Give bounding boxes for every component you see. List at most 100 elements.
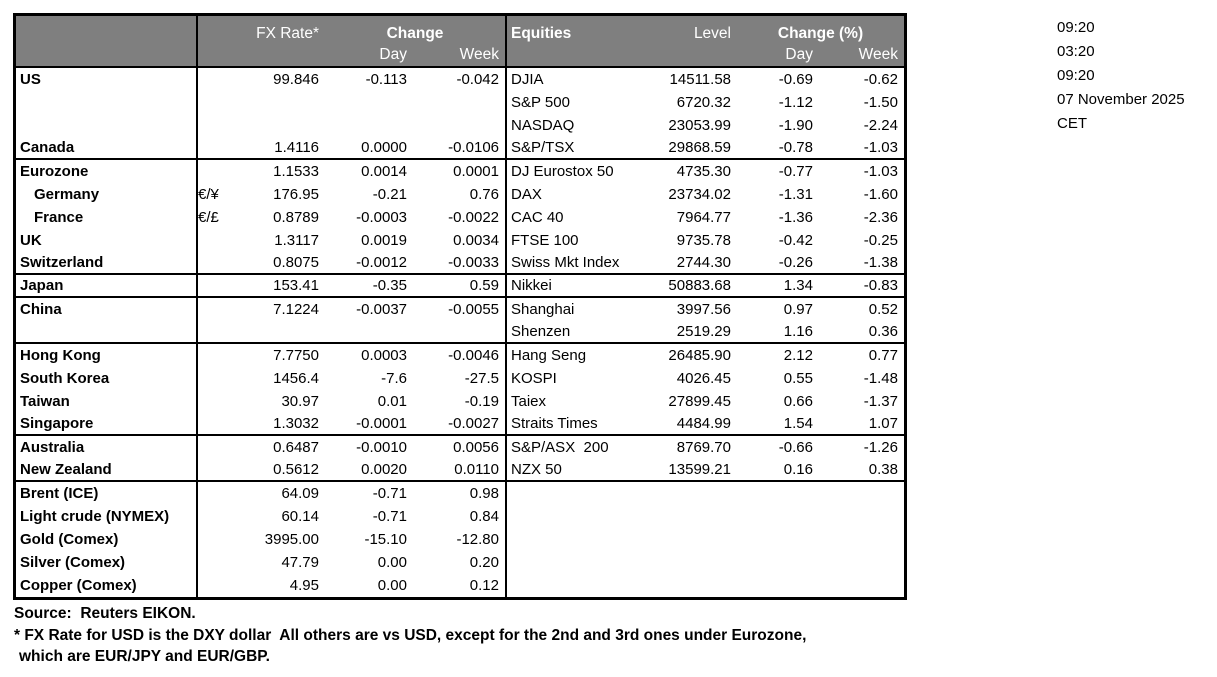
fx-table-row — [16, 91, 505, 114]
fx-rate-value: 153.41 — [273, 277, 319, 294]
equity-index-name — [507, 551, 645, 574]
equity-table-row: FTSE 100 9735.78 -0.42 -0.25 — [507, 229, 904, 252]
equity-level-value: 27899.45 — [668, 393, 731, 410]
equities-title-header: Equities — [511, 25, 572, 42]
equity-week-change-value: -1.37 — [863, 393, 898, 410]
fx-row-label: Eurozone — [20, 163, 89, 180]
fx-row-label: UK — [20, 232, 42, 249]
equity-level-value: 4484.99 — [676, 415, 731, 432]
equity-week-change-value: 0.77 — [868, 347, 898, 364]
equity-level-value: 8769.70 — [676, 439, 731, 456]
fx-row-label — [16, 114, 196, 137]
fx-rate-value — [236, 321, 325, 342]
equity-week-change-value — [819, 482, 904, 505]
equity-week-change-value: -1.03 — [863, 139, 898, 156]
fx-week-change-value: -0.0106 — [448, 139, 499, 156]
fx-day-change-value: 0.01 — [377, 393, 407, 410]
equity-day-change-value: 1.34 — [783, 277, 813, 294]
fx-table-row — [16, 114, 505, 137]
fx-row-label: Australia — [20, 439, 85, 456]
fx-week-change-value: -0.0022 — [448, 209, 499, 226]
fx-pair-code — [196, 137, 236, 158]
equity-table-row: DJIA 14511.58 -0.69 -0.62 — [507, 68, 904, 91]
fx-day-change-value: -0.71 — [372, 485, 407, 502]
fx-table-row: Singapore 1.3032 -0.0001 -0.0027 — [16, 413, 505, 436]
equity-table-row: S&P/TSX 29868.59 -0.78 -1.03 — [507, 137, 904, 160]
equity-table-row — [507, 528, 904, 551]
fx-table-row: Eurozone 1.1533 0.0014 0.0001 — [16, 160, 505, 183]
fx-table-row: Taiwan 30.97 0.01 -0.19 — [16, 390, 505, 413]
fx-day-change-value — [325, 91, 413, 114]
fx-pair-code — [196, 574, 236, 597]
fx-pair-code — [196, 252, 236, 273]
fx-day-change-value: -15.10 — [364, 531, 407, 548]
fx-table-row: UK 1.3117 0.0019 0.0034 — [16, 229, 505, 252]
fx-row-label — [16, 321, 196, 342]
equities-section: Equities Level Change (%) Day Week DJIA 1… — [507, 16, 904, 597]
fx-pair-code: €/£ — [198, 209, 219, 226]
equity-table-row — [507, 482, 904, 505]
equity-table-row: Swiss Mkt Index 2744.30 -0.26 -1.38 — [507, 252, 904, 275]
fx-day-change-value: -0.0037 — [356, 301, 407, 318]
equity-week-change-value — [819, 505, 904, 528]
equity-week-change-value — [819, 528, 904, 551]
fx-table-row: New Zealand 0.5612 0.0020 0.0110 — [16, 459, 505, 482]
equity-week-change-value: -0.25 — [863, 232, 898, 249]
equity-day-change-value: -1.31 — [778, 186, 813, 203]
fx-rate-value: 1.4116 — [274, 139, 319, 156]
equity-day-change-value: -1.12 — [778, 94, 813, 111]
equity-week-change-value: 0.38 — [868, 461, 898, 478]
fx-row-label: Switzerland — [20, 254, 104, 271]
equity-index-name: S&P/ASX 200 — [511, 439, 609, 456]
fx-table-row: Gold (Comex) 3995.00 -15.10 -12.80 — [16, 528, 505, 551]
fx-week-change-value: 0.0056 — [453, 439, 499, 456]
timestamp-1: 09:20 — [1057, 19, 1095, 36]
fx-rate-value: 0.8075 — [273, 254, 319, 271]
equity-level-value — [645, 505, 737, 528]
equity-day-change-value — [737, 505, 819, 528]
equity-index-name: DAX — [511, 186, 542, 203]
equity-level-value: 2744.30 — [676, 254, 731, 271]
equity-level-value: 23734.02 — [668, 186, 731, 203]
fx-row-label: Singapore — [20, 415, 94, 432]
fx-day-change-value: -0.0001 — [356, 415, 407, 432]
fx-rate-value: 99.846 — [273, 71, 319, 88]
fx-day-change-value: 0.0020 — [361, 461, 407, 478]
fx-rate-value: 7.1224 — [273, 301, 319, 318]
equity-level-value: 4735.30 — [676, 163, 731, 180]
equity-index-name — [507, 574, 645, 597]
fx-day-change-value: 0.0000 — [361, 139, 407, 156]
equity-index-name — [507, 528, 645, 551]
fx-rate-value: 30.97 — [281, 393, 319, 410]
fx-week-change-value: -0.0033 — [448, 254, 499, 271]
fx-row-label: Japan — [20, 277, 64, 294]
equity-level-value — [645, 482, 737, 505]
fx-day-change-value: 0.0014 — [361, 163, 407, 180]
equity-week-change-value: -1.38 — [863, 254, 898, 271]
equity-table-row: Hang Seng 26485.90 2.12 0.77 — [507, 344, 904, 367]
equity-level-value: 4026.45 — [676, 370, 731, 387]
equity-table-row: KOSPI 4026.45 0.55 -1.48 — [507, 367, 904, 390]
equity-index-name: KOSPI — [511, 370, 557, 387]
fx-row-label — [16, 91, 196, 114]
equity-index-name: Shenzen — [511, 323, 571, 340]
fx-day-change-value: 0.00 — [377, 577, 407, 594]
equities-week-header: Week — [858, 45, 898, 63]
equity-week-change-value: -0.83 — [863, 277, 898, 294]
fx-header: FX Rate* Change Day Week — [16, 16, 505, 68]
equity-day-change-value: -0.78 — [778, 139, 813, 156]
equity-day-change-value: 2.12 — [783, 347, 813, 364]
equity-week-change-value: -0.62 — [863, 71, 898, 88]
fx-row-label: US — [20, 71, 41, 88]
fx-rows: US 99.846 -0.113 -0.042 Canada 1.4116 0.0000 -0… — [16, 68, 505, 597]
fx-table-row: China 7.1224 -0.0037 -0.0055 — [16, 298, 505, 321]
fx-week-change-value: 0.0110 — [454, 461, 499, 478]
fx-week-change-value: 0.59 — [469, 277, 499, 294]
fx-week-change-value: 0.0001 — [453, 163, 499, 180]
equity-week-change-value — [819, 551, 904, 574]
fx-rate-value: 176.95 — [273, 186, 319, 203]
fx-row-label: France — [34, 209, 84, 226]
fx-pair-code — [196, 298, 236, 321]
equity-index-name — [507, 482, 645, 505]
equity-table-row: S&P/ASX 200 8769.70 -0.66 -1.26 — [507, 436, 904, 459]
